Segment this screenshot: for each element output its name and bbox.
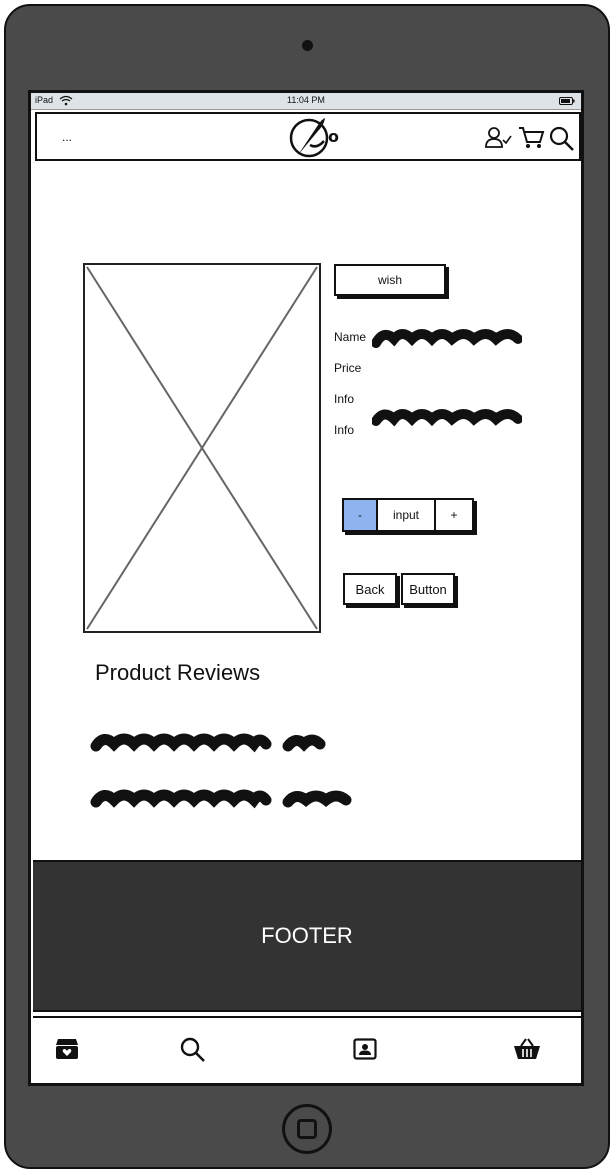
footer: FOOTER [33,860,581,1012]
home-button-square [297,1119,317,1139]
footer-label: FOOTER [261,923,353,948]
price-label: Price [334,361,362,375]
user-check-icon[interactable] [484,126,512,150]
quantity-stepper: - input + [342,498,474,532]
battery-icon [559,97,575,105]
increment-button[interactable]: + [450,508,458,522]
info-label-2: Info [334,423,355,437]
name-value-scribble [372,329,522,348]
name-label: Name [334,330,367,344]
image-placeholder-cross [86,266,318,630]
info-value-scribble [372,409,522,427]
search-icon[interactable] [179,1036,207,1064]
info-label-1: Info [334,392,355,406]
review-scribble-2 [90,789,352,809]
store-icon[interactable] [54,1037,80,1061]
basket-icon[interactable] [513,1037,541,1061]
cart-icon[interactable] [518,126,546,150]
logo-letter: o [328,127,339,146]
action-button[interactable]: Button [401,573,455,605]
device-label: iPad [35,95,54,105]
review-scribble-1 [90,733,326,753]
menu-text[interactable]: ... [62,130,73,144]
product-image-placeholder [83,263,321,633]
home-button[interactable] [282,1104,332,1154]
wifi-icon [59,95,73,106]
back-button[interactable]: Back [343,573,397,605]
reviews-heading: Product Reviews [95,660,261,685]
camera [302,40,313,51]
wish-button[interactable]: wish [334,264,446,296]
decrement-button[interactable]: - [344,500,378,530]
status-time: 11:04 PM [287,95,325,105]
status-bar: iPad 11:04 PM [31,93,581,110]
search-icon[interactable] [548,125,576,151]
bottom-tab-bar [33,1016,581,1082]
logo[interactable]: o [288,115,346,161]
quantity-input[interactable]: input [378,500,436,530]
contact-card-icon[interactable] [353,1038,377,1060]
